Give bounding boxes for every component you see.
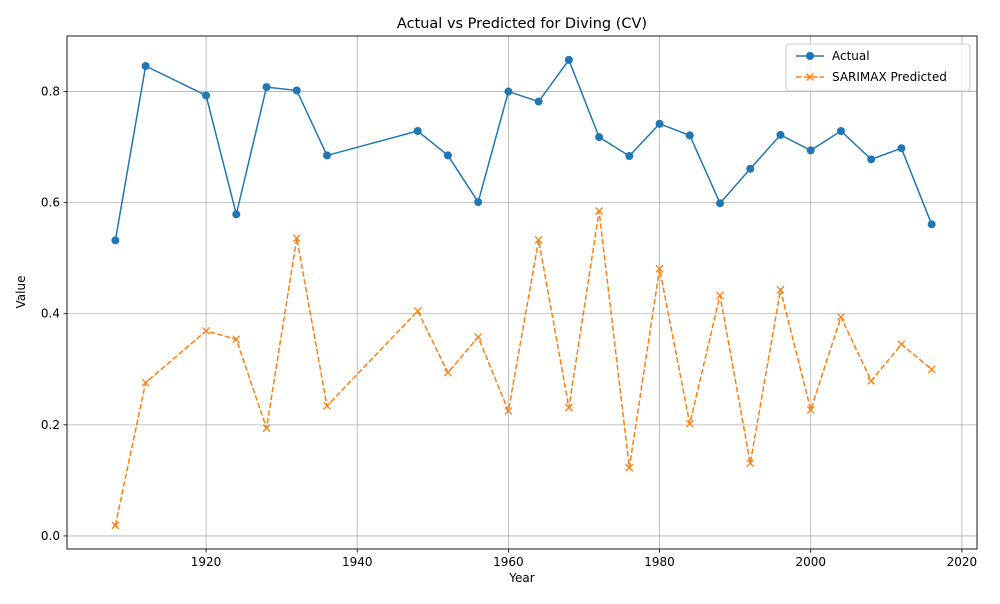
legend-label-actual: Actual <box>832 49 870 63</box>
data-point-actual <box>111 236 120 245</box>
data-point-sarimax-predicted <box>746 459 755 468</box>
x-tick-label: 2000 <box>795 555 826 569</box>
data-point-actual <box>836 126 845 135</box>
data-point-sarimax-predicted <box>927 365 936 374</box>
data-point-actual <box>716 199 725 208</box>
data-point-sarimax-predicted <box>202 327 211 335</box>
grid-lines <box>67 36 977 549</box>
legend-marker-actual <box>806 52 814 60</box>
data-point-sarimax-predicted <box>111 521 120 530</box>
data-point-actual <box>746 164 755 173</box>
data-point-sarimax-predicted <box>716 291 724 300</box>
data-point-sarimax-predicted <box>685 419 694 428</box>
data-point-sarimax-predicted <box>595 207 604 215</box>
y-tick-label: 0.4 <box>41 307 60 321</box>
data-point-actual <box>141 61 150 70</box>
data-point-actual <box>927 220 936 229</box>
y-tick-label: 0.2 <box>41 418 60 432</box>
data-point-actual <box>595 133 604 142</box>
data-point-sarimax-predicted <box>836 313 845 322</box>
legend-marker-predicted <box>806 73 814 81</box>
data-point-actual <box>806 146 815 155</box>
x-tick-label: 1960 <box>493 555 524 569</box>
data-point-actual <box>323 151 331 160</box>
data-point-sarimax-predicted <box>141 378 150 387</box>
data-point-actual <box>413 126 422 135</box>
data-point-actual <box>232 210 241 219</box>
data-point-sarimax-predicted <box>443 368 452 377</box>
data-point-actual <box>504 87 513 96</box>
data-point-actual <box>564 55 573 64</box>
data-point-actual <box>262 83 271 92</box>
y-tick-label: 0.8 <box>41 85 60 99</box>
data-point-sarimax-predicted <box>474 333 483 342</box>
data-point-actual <box>534 97 543 106</box>
data-point-actual <box>202 91 211 100</box>
y-axis-label: Value <box>14 276 28 309</box>
data-point-sarimax-predicted <box>806 405 815 414</box>
data-point-actual <box>685 131 694 140</box>
data-point-actual <box>867 155 876 164</box>
data-point-actual <box>474 198 483 207</box>
data-point-sarimax-predicted <box>867 377 876 385</box>
data-point-actual <box>655 119 664 128</box>
data-point-sarimax-predicted <box>625 463 634 472</box>
data-point-sarimax-predicted <box>323 402 331 410</box>
data-point-sarimax-predicted <box>262 424 271 433</box>
axis-ticks: 1920 1940 1960 1980 2000 2020 0.0 0.2 0.4 0.6 0.8 <box>41 85 977 569</box>
data-point-actual <box>897 144 906 153</box>
chart-title: Actual vs Predicted for Diving (CV) <box>397 16 647 32</box>
data-point-sarimax-predicted <box>232 335 241 344</box>
y-tick-label: 0.6 <box>41 196 60 210</box>
data-point-sarimax-predicted <box>504 406 513 415</box>
data-point-sarimax-predicted <box>655 264 664 273</box>
x-tick-label: 1940 <box>342 555 373 569</box>
legend-label-predicted: SARIMAX Predicted <box>832 70 947 84</box>
data-point-sarimax-predicted <box>413 307 422 315</box>
data-point-sarimax-predicted <box>897 340 906 349</box>
x-tick-label: 1980 <box>644 555 675 569</box>
plot-area-frame <box>66 35 978 550</box>
data-point-sarimax-predicted <box>776 285 785 294</box>
data-point-sarimax-predicted <box>292 234 301 243</box>
series-layer <box>111 55 936 530</box>
data-point-actual <box>443 151 452 160</box>
data-point-actual <box>625 151 634 160</box>
x-tick-label: 1920 <box>191 555 222 569</box>
y-tick-label: 0.0 <box>41 529 60 543</box>
x-tick-label: 2020 <box>947 555 978 569</box>
data-point-sarimax-predicted <box>564 403 573 412</box>
x-axis-label: Year <box>508 571 534 585</box>
data-point-actual <box>292 86 301 95</box>
legend-box <box>785 43 971 92</box>
data-point-actual <box>776 130 785 139</box>
data-point-sarimax-predicted <box>534 235 543 244</box>
legend: Actual SARIMAX Predicted <box>785 43 971 92</box>
